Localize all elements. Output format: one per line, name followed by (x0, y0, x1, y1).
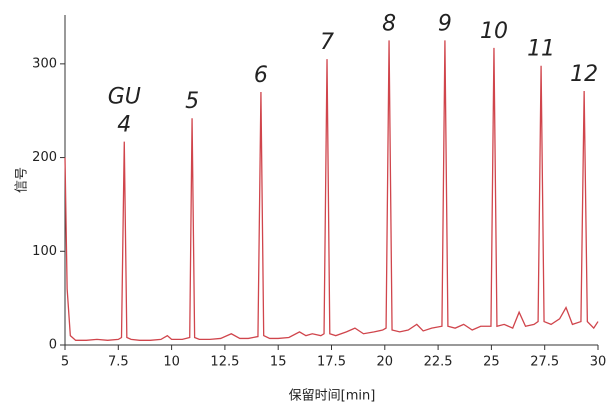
x-tick-label: 12.5 (210, 355, 239, 370)
x-axis-label: 保留时间[min] (289, 389, 376, 404)
x-tick-label: 5 (61, 355, 69, 370)
x-tick-label: 22.5 (424, 355, 453, 370)
peak-label: 10 (480, 19, 508, 44)
peak-label: 5 (185, 89, 199, 114)
peak-label: 11 (527, 37, 555, 62)
y-tick-label: 0 (49, 338, 57, 353)
peak-label: 12 (570, 62, 598, 87)
y-tick-label: 300 (32, 56, 57, 71)
x-tick-label: 25 (483, 355, 500, 370)
peak-label: GU (108, 85, 141, 110)
x-tick-label: 20 (377, 355, 394, 370)
x-tick-label: 27.5 (530, 355, 559, 370)
signal-line (64, 40, 599, 341)
x-tick-label: 10 (163, 355, 180, 370)
x-tick-label: 30 (590, 355, 607, 370)
peak-label: 9 (438, 11, 452, 36)
x-tick-label: 15 (270, 355, 287, 370)
y-tick-label: 100 (32, 244, 57, 259)
peak-label: 6 (254, 63, 268, 88)
x-tick-label: 7.5 (108, 355, 129, 370)
peak-label: 8 (382, 11, 396, 36)
peak-label: 7 (320, 30, 334, 55)
x-tick-label: 17.5 (317, 355, 346, 370)
y-tick-label: 200 (32, 150, 57, 165)
peak-label: 4 (117, 113, 131, 138)
y-axis-label: 信号 (15, 167, 30, 193)
